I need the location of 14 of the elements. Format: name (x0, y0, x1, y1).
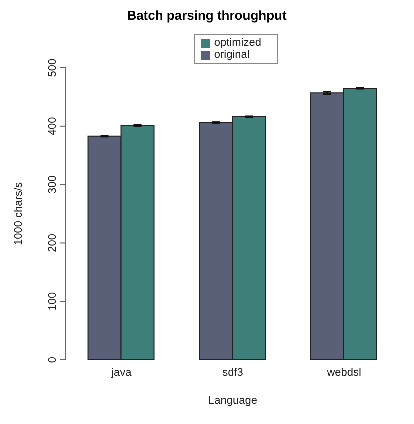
y-tick-label: 500 (46, 58, 59, 78)
x-tick-label: webdsl (326, 366, 362, 379)
legend-label: optimized (214, 37, 262, 49)
x-axis-title: Language (208, 395, 258, 407)
legend-label: original (214, 49, 250, 61)
y-tick-label: 300 (46, 176, 59, 194)
x-tick-label: java (110, 366, 133, 379)
y-tick-label: 0 (46, 356, 59, 364)
y-tick-label: 100 (46, 292, 59, 311)
chart-title: Batch parsing throughput (126, 8, 288, 25)
y-tick-label: 400 (46, 117, 59, 136)
y-tick-label: 200 (46, 234, 59, 252)
x-tick-label: sdf3 (222, 366, 244, 379)
y-axis-title: 1000 chars/s (12, 182, 25, 246)
